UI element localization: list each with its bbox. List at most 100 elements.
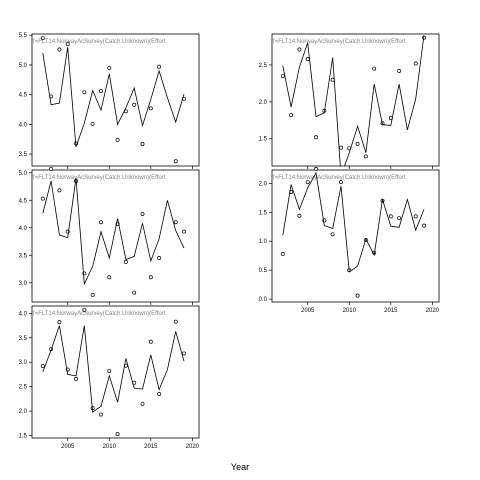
y-tick-label: 2.0 xyxy=(259,181,268,187)
observed-point xyxy=(115,432,120,437)
x-tick-label: 2015 xyxy=(144,444,158,450)
observed-point xyxy=(99,412,103,417)
observed-point xyxy=(182,351,186,356)
y-tick-label: 5.0 xyxy=(19,63,28,69)
y-tick-label: 1.0 xyxy=(259,239,268,245)
x-tick-label: 2010 xyxy=(343,308,357,314)
y-tick-label: 4.0 xyxy=(19,226,28,232)
y-tick-label: 2.0 xyxy=(259,100,268,106)
observed-point xyxy=(173,159,178,164)
observed-point xyxy=(388,214,393,219)
y-tick-label: 0.5 xyxy=(259,268,268,274)
observed-point xyxy=(148,106,153,111)
observed-point xyxy=(157,64,162,69)
panel-frame xyxy=(271,33,440,167)
fitted-line xyxy=(42,325,185,413)
observed-point xyxy=(397,68,402,73)
y-tick-label: 4.5 xyxy=(19,198,28,204)
fitted-line xyxy=(282,35,425,166)
observed-point xyxy=(422,223,426,228)
y-tick-label: 2.0 xyxy=(19,409,28,415)
observed-point xyxy=(65,42,70,47)
y-tick-label: 5.0 xyxy=(19,171,28,177)
observed-point xyxy=(297,47,302,52)
fitted-line xyxy=(42,47,185,148)
observed-point xyxy=(363,154,368,159)
observed-point xyxy=(140,142,145,146)
panel-frame xyxy=(31,169,200,303)
x-tick-label: 2005 xyxy=(301,308,315,314)
x-tick-label: 2020 xyxy=(426,308,440,314)
y-tick-label: 1.5 xyxy=(19,434,28,440)
observed-point xyxy=(305,57,310,62)
observed-point xyxy=(173,319,178,324)
y-tick-label: 1.5 xyxy=(259,137,268,143)
panel-4: f=FLT14:NorwayAcSurvey(Catch:Unknown)(Ef… xyxy=(259,166,440,314)
x-tick-label: 2020 xyxy=(186,444,200,450)
panel-strip-label: f=FLT14:NorwayAcSurvey(Catch:Unknown)(Ef… xyxy=(273,39,407,45)
observed-point xyxy=(372,66,377,71)
observed-point xyxy=(40,36,45,41)
fitted-line xyxy=(42,178,185,286)
observed-point xyxy=(148,339,153,344)
observed-point xyxy=(339,145,343,150)
y-tick-label: 3.5 xyxy=(19,253,28,259)
observed-point xyxy=(57,320,62,325)
y-tick-label: 4.0 xyxy=(19,122,28,128)
observed-point xyxy=(157,392,162,396)
y-tick-label: 3.5 xyxy=(19,152,28,158)
observed-point xyxy=(148,275,153,280)
panel-3: f=FLT14:NorwayAcSurvey(Catch:Unknown)(Ef… xyxy=(19,166,200,305)
observed-point xyxy=(305,180,310,185)
y-tick-label: 3.0 xyxy=(19,360,28,366)
x-tick-label: 2010 xyxy=(103,444,117,450)
observed-point xyxy=(132,102,137,107)
observed-point xyxy=(413,61,418,66)
observed-point xyxy=(123,259,128,264)
y-tick-label: 0.0 xyxy=(259,297,268,303)
y-tick-label: 3.5 xyxy=(19,336,28,342)
observed-point xyxy=(413,214,418,219)
panel-5: f=FLT14:NorwayAcSurvey(Catch:Unknown)(Ef… xyxy=(19,305,200,450)
panel-frame xyxy=(31,33,200,167)
observed-point xyxy=(107,65,112,70)
observed-point xyxy=(182,229,186,234)
observed-point xyxy=(132,290,137,295)
y-tick-label: 2.5 xyxy=(259,63,268,69)
panel-strip-label: f=FLT14:NorwayAcSurvey(Catch:Unknown)(Ef… xyxy=(33,39,167,45)
observed-point xyxy=(90,121,95,126)
observed-point xyxy=(107,275,112,280)
panel-frame xyxy=(271,169,440,303)
observed-point xyxy=(280,74,285,78)
x-tick-label: 2005 xyxy=(61,444,75,450)
observed-point xyxy=(57,47,62,52)
observed-point xyxy=(355,293,360,298)
observed-point xyxy=(397,216,402,221)
x-tick-label: 2015 xyxy=(384,308,398,314)
observed-point xyxy=(173,220,178,225)
panel-1: f=FLT14:NorwayAcSurvey(Catch:Unknown)(Ef… xyxy=(19,33,200,169)
panel-strip-label: f=FLT14:NorwayAcSurvey(Catch:Unknown)(Ef… xyxy=(33,175,167,181)
observed-point xyxy=(74,376,78,381)
panel-2: f=FLT14:NorwayAcSurvey(Catch:Unknown)(Ef… xyxy=(259,33,440,169)
fitted-line xyxy=(282,171,425,273)
observed-point xyxy=(57,188,62,193)
observed-point xyxy=(40,196,45,201)
observed-point xyxy=(314,166,318,171)
observed-point xyxy=(90,292,95,297)
observed-point xyxy=(82,307,87,312)
observed-point xyxy=(40,364,45,369)
y-tick-label: 1.5 xyxy=(259,210,268,216)
panel-strip-label: f=FLT14:NorwayAcSurvey(Catch:Unknown)(Ef… xyxy=(33,311,167,317)
observed-point xyxy=(297,213,302,218)
observed-point xyxy=(115,137,120,142)
observed-point xyxy=(99,89,103,94)
observed-point xyxy=(289,113,294,118)
observed-point xyxy=(157,256,162,260)
observed-point xyxy=(280,251,285,256)
observed-point xyxy=(314,135,318,140)
observed-point xyxy=(140,401,145,406)
y-tick-label: 5.5 xyxy=(19,33,28,39)
y-tick-label: 2.5 xyxy=(19,385,28,391)
